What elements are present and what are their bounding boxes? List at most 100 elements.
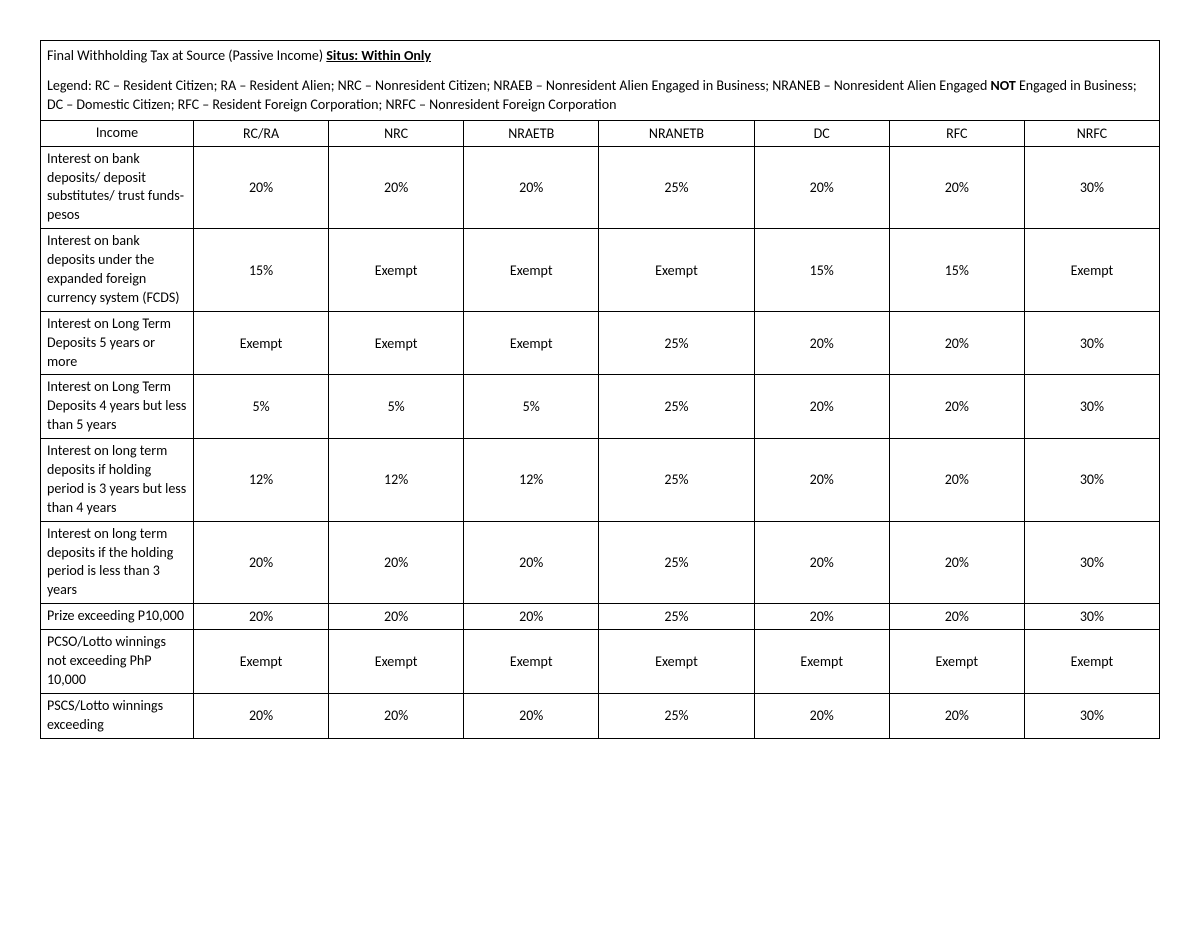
cell-value: 20% [754,521,889,604]
cell-value: Exempt [754,630,889,694]
cell-value: 20% [889,311,1024,375]
cell-value: Exempt [599,229,754,312]
cell-value: 30% [1024,439,1159,522]
legend-cell: Legend: RC – Resident Citizen; RA – Resi… [41,71,1160,121]
income-label: PSCS/Lotto winnings exceeding [41,693,194,738]
col-rfc: RFC [889,120,1024,146]
cell-value: 20% [889,604,1024,630]
cell-value: 20% [464,604,599,630]
cell-value: Exempt [329,630,464,694]
col-nrc: NRC [329,120,464,146]
income-label: Interest on long term deposits if the ho… [41,521,194,604]
legend-pre: Legend: RC – Resident Citizen; RA – Resi… [47,77,990,94]
legend-not: NOT [990,77,1015,94]
table-row: PCSO/Lotto winnings not exceeding PhP 10… [41,630,1160,694]
table-row: Interest on long term deposits if holdin… [41,439,1160,522]
table-row: Interest on bank deposits under the expa… [41,229,1160,312]
cell-value: 20% [889,146,1024,229]
cell-value: Exempt [889,630,1024,694]
cell-value: Exempt [194,630,329,694]
cell-value: 15% [889,229,1024,312]
cell-value: 12% [464,439,599,522]
income-label: Prize exceeding P10,000 [41,604,194,630]
cell-value: 12% [194,439,329,522]
income-label: Interest on long term deposits if holdin… [41,439,194,522]
cell-value: Exempt [464,311,599,375]
document: Final Withholding Tax at Source (Passive… [40,40,1160,739]
title-cell: Final Withholding Tax at Source (Passive… [41,41,1160,71]
cell-value: 20% [754,604,889,630]
income-label: Interest on bank deposits/ deposit subst… [41,146,194,229]
col-dc: DC [754,120,889,146]
cell-value: 20% [754,146,889,229]
cell-value: 25% [599,604,754,630]
cell-value: 30% [1024,375,1159,439]
cell-value: Exempt [194,311,329,375]
table-row: Prize exceeding P10,000 20% 20% 20% 25% … [41,604,1160,630]
cell-value: 20% [194,521,329,604]
cell-value: Exempt [599,630,754,694]
income-label: Interest on Long Term Deposits 5 years o… [41,311,194,375]
cell-value: 20% [329,604,464,630]
cell-value: 20% [194,146,329,229]
cell-value: 20% [754,439,889,522]
cell-value: Exempt [1024,229,1159,312]
cell-value: 30% [1024,311,1159,375]
table-row: Interest on bank deposits/ deposit subst… [41,146,1160,229]
cell-value: Exempt [464,630,599,694]
income-label: Interest on Long Term Deposits 4 years b… [41,375,194,439]
cell-value: 5% [329,375,464,439]
cell-value: 20% [889,375,1024,439]
cell-value: 25% [599,439,754,522]
title-row: Final Withholding Tax at Source (Passive… [41,41,1160,71]
cell-value: 25% [599,146,754,229]
table-row: PSCS/Lotto winnings exceeding 20% 20% 20… [41,693,1160,738]
cell-value: 20% [464,693,599,738]
cell-value: 30% [1024,693,1159,738]
income-label: PCSO/Lotto winnings not exceeding PhP 10… [41,630,194,694]
cell-value: 25% [599,375,754,439]
cell-value: 15% [194,229,329,312]
col-nrfc: NRFC [1024,120,1159,146]
cell-value: 30% [1024,521,1159,604]
cell-value: 25% [599,311,754,375]
title-prefix: Final Withholding Tax at Source (Passive… [47,47,326,64]
cell-value: 20% [889,693,1024,738]
cell-value: 30% [1024,604,1159,630]
cell-value: 12% [329,439,464,522]
table-row: Interest on Long Term Deposits 4 years b… [41,375,1160,439]
col-nraetb: NRAETB [464,120,599,146]
cell-value: 5% [194,375,329,439]
cell-value: 20% [329,146,464,229]
legend-row: Legend: RC – Resident Citizen; RA – Resi… [41,71,1160,121]
column-header-row: Income RC/RA NRC NRAETB NRANETB DC RFC N… [41,120,1160,146]
cell-value: 15% [754,229,889,312]
cell-value: 5% [464,375,599,439]
cell-value: 30% [1024,146,1159,229]
table-row: Interest on Long Term Deposits 5 years o… [41,311,1160,375]
cell-value: 20% [889,439,1024,522]
cell-value: 20% [889,521,1024,604]
title-situs: Situs: Within Only [326,47,431,64]
col-rc-ra: RC/RA [194,120,329,146]
cell-value: Exempt [1024,630,1159,694]
cell-value: Exempt [464,229,599,312]
cell-value: 20% [194,604,329,630]
cell-value: 25% [599,693,754,738]
income-label: Interest on bank deposits under the expa… [41,229,194,312]
cell-value: 25% [599,521,754,604]
cell-value: 20% [464,521,599,604]
col-income: Income [41,120,194,146]
cell-value: 20% [754,693,889,738]
cell-value: 20% [329,521,464,604]
cell-value: Exempt [329,229,464,312]
col-nranetb: NRANETB [599,120,754,146]
cell-value: 20% [754,375,889,439]
withholding-tax-table: Final Withholding Tax at Source (Passive… [40,40,1160,739]
cell-value: 20% [754,311,889,375]
cell-value: 20% [194,693,329,738]
table-row: Interest on long term deposits if the ho… [41,521,1160,604]
cell-value: Exempt [329,311,464,375]
cell-value: 20% [329,693,464,738]
cell-value: 20% [464,146,599,229]
